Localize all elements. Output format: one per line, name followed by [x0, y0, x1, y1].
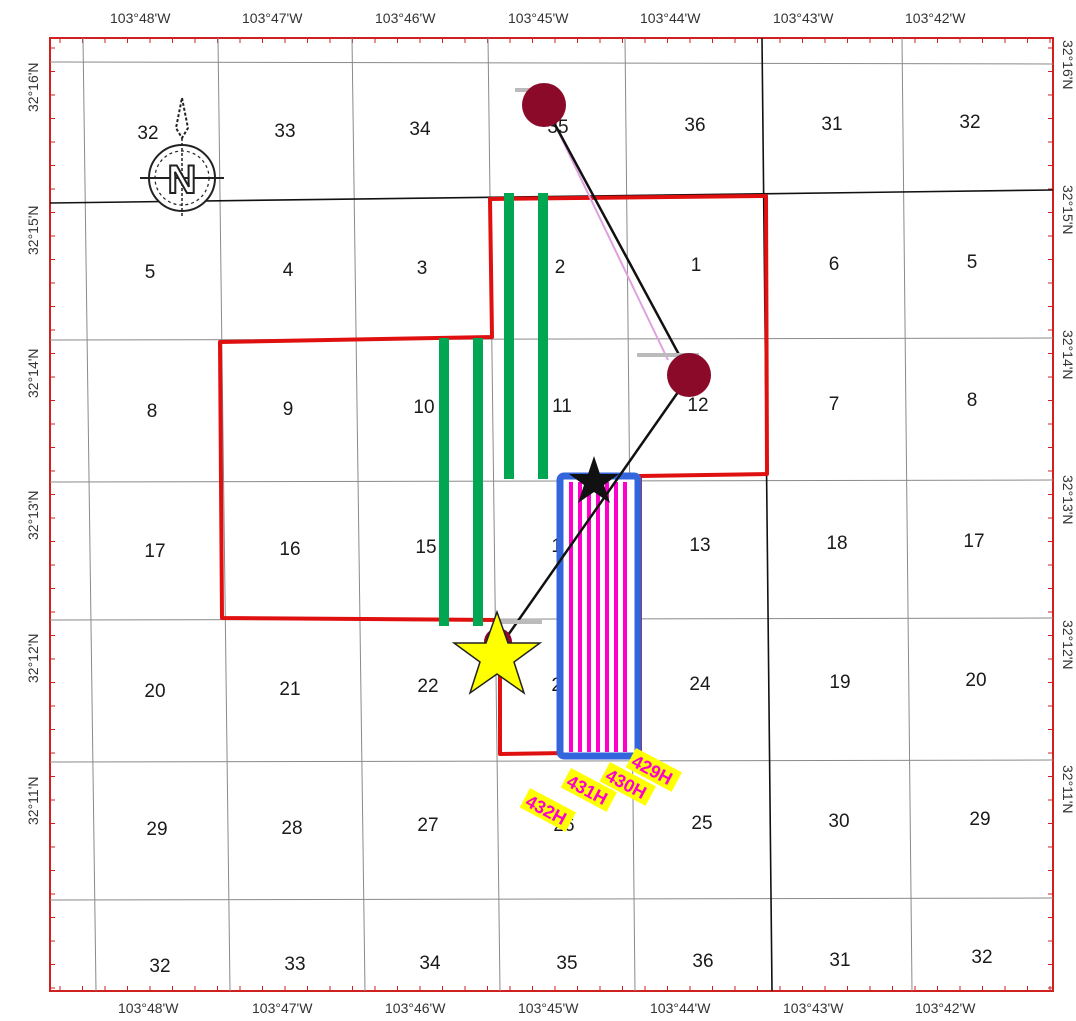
- annotation-mark: [637, 353, 699, 357]
- bottom-axis: 103°48'W 103°47'W 103°46'W 103°45'W 103°…: [118, 1000, 976, 1016]
- left-coord-label: 32°12'N: [25, 633, 41, 683]
- section-number: 19: [829, 672, 850, 693]
- left-axis: 32°16'N 32°15'N 32°14'N 32°13'N 32°12'N …: [25, 62, 41, 825]
- top-coord-label: 103°46'W: [375, 10, 436, 26]
- border-ticks: [50, 38, 1053, 991]
- annotation-mark: [494, 620, 542, 624]
- green-lateral: [473, 338, 483, 626]
- right-coord-label: 32°14'N: [1060, 330, 1076, 380]
- section-number: 12: [687, 395, 708, 416]
- section-number: 33: [284, 954, 305, 975]
- section-number: 34: [419, 953, 441, 974]
- section-number: 22: [417, 676, 438, 697]
- top-coord-label: 103°43'W: [773, 10, 834, 26]
- right-coord-label: 32°13'N: [1060, 475, 1076, 525]
- section-number: 32: [959, 112, 980, 133]
- section-number: 28: [281, 818, 302, 839]
- section-number: 4: [283, 260, 294, 281]
- section-number: 2: [555, 257, 566, 278]
- section-number: 27: [417, 815, 438, 836]
- section-number: 25: [691, 813, 712, 834]
- bottom-coord-label: 103°48'W: [118, 1000, 179, 1016]
- right-coord-label: 32°15'N: [1060, 185, 1076, 235]
- well-dot-icon[interactable]: [522, 83, 566, 127]
- section-number: 10: [413, 397, 434, 418]
- bottom-coord-label: 103°43'W: [783, 1000, 844, 1016]
- left-coord-label: 32°11'N: [25, 777, 41, 826]
- section-number: 6: [829, 254, 840, 275]
- section-number: 8: [147, 401, 158, 422]
- top-coord-label: 103°48'W: [110, 10, 171, 26]
- section-number: 1: [691, 255, 702, 276]
- top-axis: 103°48'W 103°47'W 103°46'W 103°45'W 103°…: [110, 10, 966, 26]
- section-number: 17: [144, 541, 165, 562]
- section-number: 31: [821, 114, 842, 135]
- section-number: 35: [556, 953, 577, 974]
- green-laterals: [439, 193, 548, 626]
- green-lateral: [439, 338, 449, 626]
- section-number: 34: [409, 119, 431, 140]
- section-number: 33: [274, 121, 295, 142]
- pink-trace-line: [547, 109, 669, 361]
- section-number: 11: [552, 396, 572, 417]
- section-number: 20: [965, 670, 986, 691]
- well-dot-icon[interactable]: [667, 353, 711, 397]
- bottom-coord-label: 103°46'W: [385, 1000, 446, 1016]
- section-number: 5: [145, 262, 156, 283]
- section-number: 17: [963, 531, 984, 552]
- section-number: 13: [689, 535, 710, 556]
- top-coord-label: 103°47'W: [242, 10, 303, 26]
- section-number: 7: [829, 394, 840, 415]
- lease-boundary: [218, 194, 769, 756]
- compass-letter: N: [168, 158, 197, 202]
- bottom-coord-label: 103°44'W: [650, 1000, 711, 1016]
- section-numbers: 32 33 34 35 36 31 32 5 4 3 2 1 6 5 8 9 1…: [137, 112, 992, 977]
- section-number: 3: [417, 258, 428, 279]
- star-icon: [569, 456, 619, 503]
- section-number: 21: [279, 679, 300, 700]
- right-coord-label: 32°11'N: [1060, 765, 1076, 814]
- section-number: 24: [689, 674, 711, 695]
- left-coord-label: 32°13'N: [25, 490, 41, 540]
- top-coord-label: 103°42'W: [905, 10, 966, 26]
- section-number: 31: [829, 950, 850, 971]
- section-number: 5: [967, 252, 978, 273]
- north-arrow-icon: N: [140, 97, 224, 218]
- section-number: 36: [692, 951, 713, 972]
- bottom-coord-label: 103°42'W: [915, 1000, 976, 1016]
- section-number: 20: [144, 681, 165, 702]
- section-number: 15: [415, 537, 436, 558]
- section-number: 18: [826, 533, 847, 554]
- right-coord-label: 32°12'N: [1060, 620, 1076, 670]
- left-coord-label: 32°14'N: [25, 348, 41, 398]
- left-coord-label: 32°15'N: [25, 205, 41, 255]
- right-coord-label: 32°16'N: [1060, 40, 1076, 90]
- section-number: 32: [149, 956, 170, 977]
- section-number: 29: [969, 809, 990, 830]
- bottom-coord-label: 103°47'W: [252, 1000, 313, 1016]
- section-number: 32: [971, 947, 992, 968]
- section-number: 8: [967, 390, 978, 411]
- bottom-coord-label: 103°45'W: [518, 1000, 579, 1016]
- section-number: 36: [684, 115, 705, 136]
- section-number: 32: [137, 123, 158, 144]
- section-number: 30: [828, 811, 849, 832]
- right-axis: 32°16'N 32°15'N 32°14'N 32°13'N 32°12'N …: [1060, 40, 1076, 814]
- top-coord-label: 103°45'W: [508, 10, 569, 26]
- green-lateral: [504, 193, 514, 479]
- top-coord-label: 103°44'W: [640, 10, 701, 26]
- section-number: 16: [279, 539, 300, 560]
- left-coord-label: 32°16'N: [25, 62, 41, 112]
- section-number: 29: [146, 819, 167, 840]
- star-icon: [451, 609, 543, 695]
- section-number: 9: [283, 399, 294, 420]
- green-lateral: [538, 193, 548, 479]
- magenta-laterals: [569, 482, 627, 752]
